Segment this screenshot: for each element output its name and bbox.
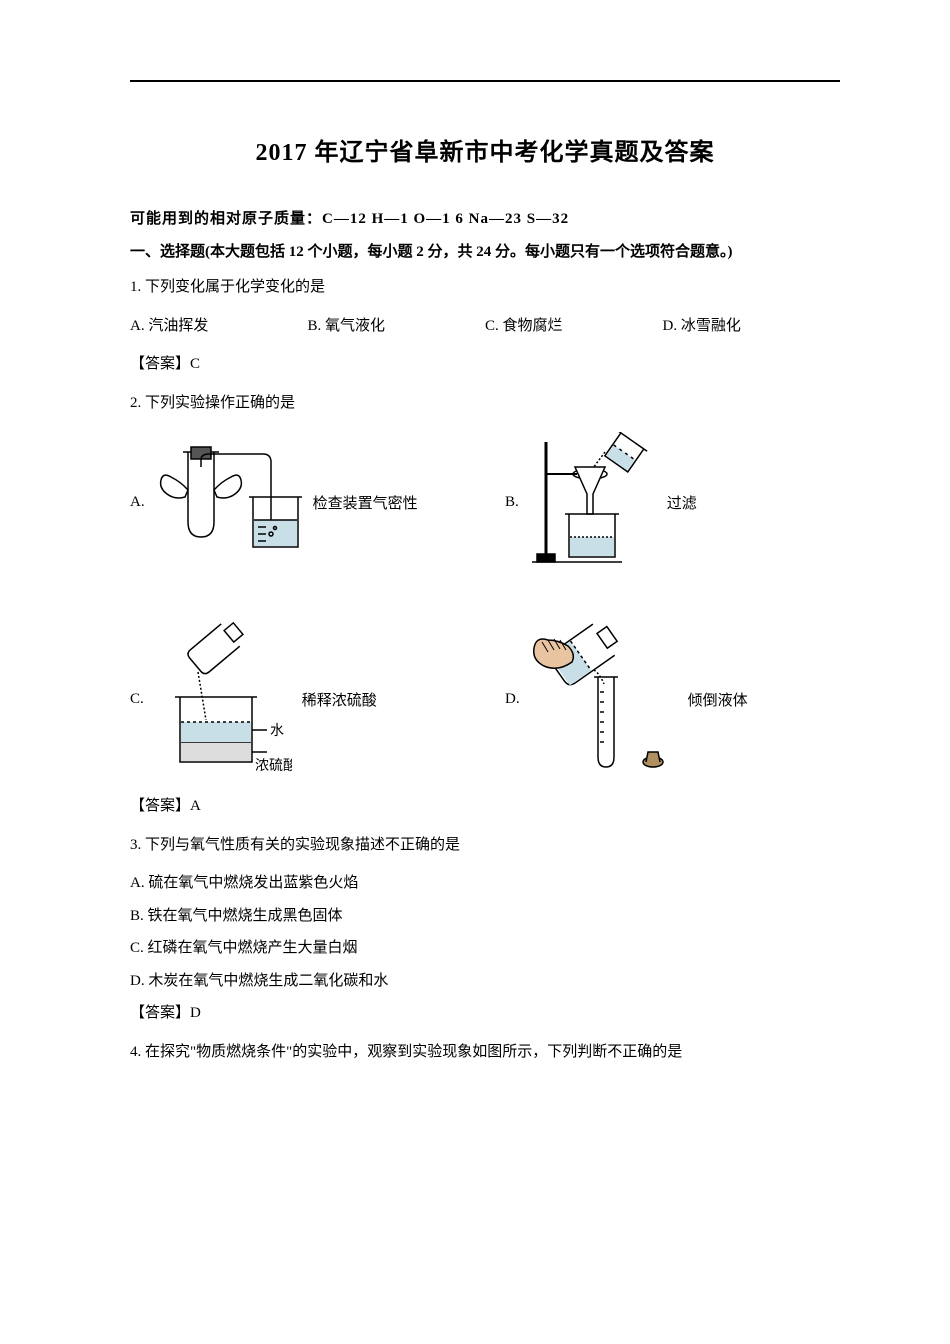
q2-d-diagram-icon <box>528 622 678 777</box>
q3-opt-c: C. 红磷在氧气中燃烧产生大量白烟 <box>130 934 840 963</box>
q1-opt-a: A. 汽油挥发 <box>130 312 308 341</box>
q2-stem: 2. 下列实验操作正确的是 <box>130 389 840 418</box>
q2-c-diagram-icon: 水 浓硫酸 <box>152 622 292 777</box>
q1-answer: 【答案】C <box>130 350 840 379</box>
q2-answer: 【答案】A <box>130 792 840 821</box>
q1-stem: 1. 下列变化属于化学变化的是 <box>130 273 840 302</box>
q2-a-diagram-icon <box>153 442 303 562</box>
q1-opt-c: C. 食物腐烂 <box>485 312 663 341</box>
q2-a-label: A. <box>130 494 145 511</box>
q2-c-water-label: 水 <box>270 723 284 739</box>
q1-options: A. 汽油挥发 B. 氧气液化 C. 食物腐烂 D. 冰雪融化 <box>130 312 840 341</box>
q2-b-label: B. <box>505 494 519 511</box>
q2-d-label: D. <box>505 691 520 708</box>
q4-stem: 4. 在探究"物质燃烧条件"的实验中，观察到实验现象如图所示，下列判断不正确的是 <box>130 1038 840 1067</box>
q3-opt-a: A. 硫在氧气中燃烧发出蓝紫色火焰 <box>130 869 840 898</box>
q2-c-label: C. <box>130 691 144 708</box>
q3-stem: 3. 下列与氧气性质有关的实验现象描述不正确的是 <box>130 831 840 860</box>
q2-cell-d: D. <box>505 622 840 777</box>
q2-diagram-grid: A. <box>130 432 840 777</box>
q2-b-diagram-icon <box>527 432 657 572</box>
section-1-header: 一、选择题(本大题包括 12 个小题，每小题 2 分，共 24 分。每小题只有一… <box>130 240 840 261</box>
q2-cell-a: A. <box>130 432 465 572</box>
q3-opt-d: D. 木炭在氧气中燃烧生成二氧化碳和水 <box>130 967 840 996</box>
q2-cell-c: C. <box>130 622 465 777</box>
q3-opt-b: B. 铁在氧气中燃烧生成黑色固体 <box>130 902 840 931</box>
page-title: 2017 年辽宁省阜新市中考化学真题及答案 <box>130 132 840 167</box>
q3-answer: 【答案】D <box>130 999 840 1028</box>
q2-a-text: 检查装置气密性 <box>313 492 418 513</box>
q1-opt-b: B. 氧气液化 <box>308 312 486 341</box>
q1-opt-d: D. 冰雪融化 <box>663 312 841 341</box>
q2-c-acid-label: 浓硫酸 <box>255 758 292 772</box>
top-rule <box>130 80 840 82</box>
atomic-mass-line: 可能用到的相对原子质量：C—12 H—1 O—1 6 Na—23 S—32 <box>130 207 840 228</box>
q2-d-text: 倾倒液体 <box>688 689 748 710</box>
q2-c-text: 稀释浓硫酸 <box>302 689 377 710</box>
q2-b-text: 过滤 <box>667 492 697 513</box>
q2-cell-b: B. <box>505 432 840 572</box>
